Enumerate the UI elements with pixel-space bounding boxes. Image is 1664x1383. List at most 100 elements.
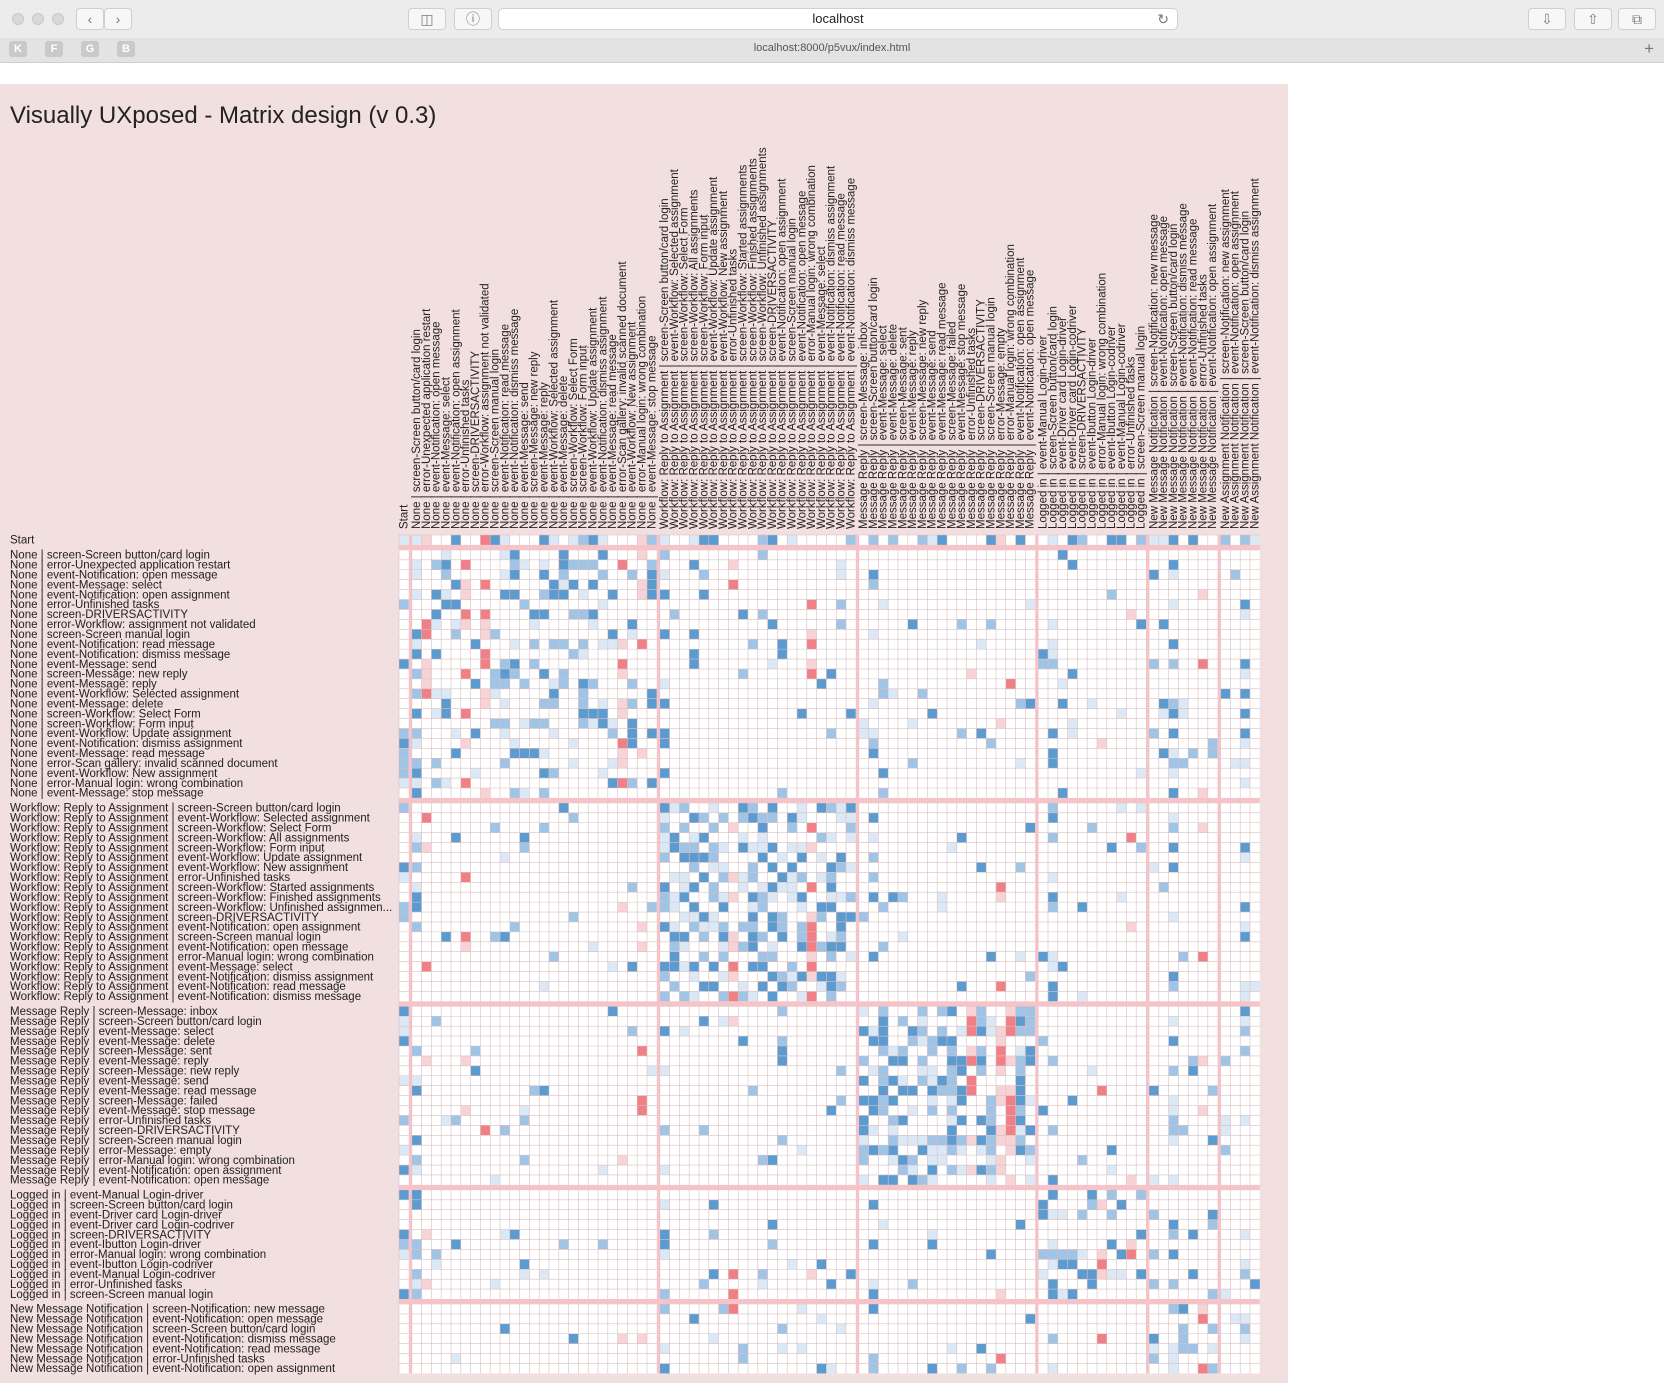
matrix-cell[interactable] (858, 1095, 869, 1106)
matrix-cell[interactable] (637, 639, 647, 650)
matrix-cell[interactable] (826, 931, 837, 942)
matrix-cell[interactable] (411, 1289, 422, 1299)
matrix-cell[interactable] (399, 902, 409, 913)
matrix-cell[interactable] (748, 902, 758, 913)
matrix-cell[interactable] (787, 535, 797, 545)
matrix-cell[interactable] (1250, 981, 1260, 992)
matrix-cell[interactable] (1168, 559, 1179, 570)
matrix-cell[interactable] (858, 1055, 869, 1066)
matrix-cell[interactable] (976, 1145, 987, 1156)
matrix-cell[interactable] (617, 668, 628, 679)
matrix-cell[interactable] (846, 812, 856, 823)
matrix-cell[interactable] (1048, 812, 1058, 823)
matrix-cell[interactable] (826, 728, 837, 739)
matrix-cell[interactable] (529, 718, 540, 729)
matrix-cell[interactable] (1077, 1269, 1088, 1280)
matrix-cell[interactable] (421, 961, 432, 972)
matrix-cell[interactable] (411, 892, 422, 903)
matrix-cell[interactable] (777, 882, 788, 893)
matrix-cell[interactable] (1048, 1363, 1058, 1374)
matrix-cell[interactable] (1149, 1249, 1159, 1260)
matrix-cell[interactable] (777, 921, 788, 932)
matrix-cell[interactable] (558, 1239, 569, 1250)
matrix-cell[interactable] (490, 668, 500, 679)
matrix-cell[interactable] (1240, 688, 1250, 699)
matrix-cell[interactable] (689, 912, 699, 922)
matrix-cell[interactable] (1067, 559, 1078, 570)
matrix-cell[interactable] (490, 1279, 500, 1290)
matrix-cell[interactable] (816, 902, 827, 913)
matrix-cell[interactable] (399, 535, 409, 545)
matrix-cell[interactable] (1106, 1209, 1117, 1220)
matrix-cell[interactable] (816, 941, 827, 952)
matrix-cell[interactable] (728, 579, 739, 590)
matrix-cell[interactable] (1149, 1343, 1159, 1354)
matrix-cell[interactable] (1240, 1269, 1250, 1280)
matrix-cell[interactable] (767, 892, 778, 903)
matrix-cell[interactable] (826, 951, 837, 962)
matrix-cell[interactable] (578, 718, 589, 729)
matrix-cell[interactable] (411, 1085, 422, 1096)
matrix-cell[interactable] (1015, 1115, 1026, 1126)
matrix-cell[interactable] (1048, 535, 1058, 545)
matrix-cell[interactable] (637, 921, 647, 932)
matrix-cell[interactable] (927, 1075, 938, 1086)
matrix-cell[interactable] (947, 1046, 957, 1056)
matrix-cell[interactable] (868, 698, 879, 709)
tabs-overview-button[interactable]: ⧉ (1618, 8, 1656, 30)
matrix-cell[interactable] (1168, 912, 1179, 922)
matrix-cell[interactable] (797, 991, 807, 1002)
matrix-cell[interactable] (976, 639, 987, 650)
matrix-cell[interactable] (878, 1174, 889, 1185)
matrix-cell[interactable] (976, 1165, 987, 1175)
matrix-cell[interactable] (588, 559, 598, 570)
matrix-cell[interactable] (898, 1046, 908, 1056)
matrix-cell[interactable] (947, 1115, 957, 1126)
matrix-cell[interactable] (826, 981, 837, 992)
matrix-cell[interactable] (1178, 758, 1189, 769)
matrix-cell[interactable] (1005, 1095, 1016, 1106)
matrix-cell[interactable] (718, 991, 729, 1002)
matrix-cell[interactable] (490, 678, 500, 689)
matrix-cell[interactable] (679, 961, 690, 972)
matrix-cell[interactable] (1168, 862, 1179, 873)
matrix-cell[interactable] (421, 535, 432, 545)
matrix-cell[interactable] (748, 1085, 758, 1096)
matrix-cell[interactable] (689, 842, 699, 853)
matrix-cell[interactable] (1158, 748, 1169, 759)
matrix-cell[interactable] (1038, 1249, 1048, 1260)
matrix-cell[interactable] (1048, 1055, 1058, 1066)
matrix-cell[interactable] (708, 1199, 719, 1210)
matrix-cell[interactable] (470, 1065, 481, 1076)
matrix-cell[interactable] (460, 668, 471, 679)
matrix-cell[interactable] (509, 1229, 520, 1240)
matrix-cell[interactable] (539, 788, 549, 798)
matrix-cell[interactable] (927, 1095, 938, 1106)
matrix-cell[interactable] (1250, 535, 1260, 545)
matrix-cell[interactable] (460, 941, 471, 952)
matrix-cell[interactable] (568, 812, 579, 823)
matrix-cell[interactable] (738, 1343, 748, 1354)
matrix-cell[interactable] (588, 678, 598, 689)
matrix-cell[interactable] (757, 1269, 768, 1280)
matrix-cell[interactable] (868, 535, 879, 545)
matrix-cell[interactable] (1178, 1343, 1189, 1354)
matrix-cell[interactable] (907, 1135, 918, 1146)
matrix-cell[interactable] (868, 1095, 879, 1106)
matrix-cell[interactable] (689, 812, 699, 823)
matrix-cell[interactable] (1220, 1145, 1231, 1156)
matrix-cell[interactable] (1168, 1249, 1179, 1260)
matrix-cell[interactable] (868, 832, 879, 843)
minimize-window-dot[interactable] (32, 13, 44, 25)
matrix-cell[interactable] (679, 882, 690, 893)
matrix-cell[interactable] (858, 1075, 869, 1086)
matrix-cell[interactable] (1149, 1085, 1159, 1096)
matrix-cell[interactable] (757, 931, 768, 942)
matrix-cell[interactable] (659, 1165, 670, 1175)
matrix-cell[interactable] (1168, 728, 1179, 739)
matrix-cell[interactable] (568, 609, 579, 620)
matrix-cell[interactable] (806, 599, 817, 610)
matrix-cell[interactable] (826, 802, 837, 813)
matrix-cell[interactable] (728, 892, 739, 903)
matrix-cell[interactable] (529, 659, 540, 669)
